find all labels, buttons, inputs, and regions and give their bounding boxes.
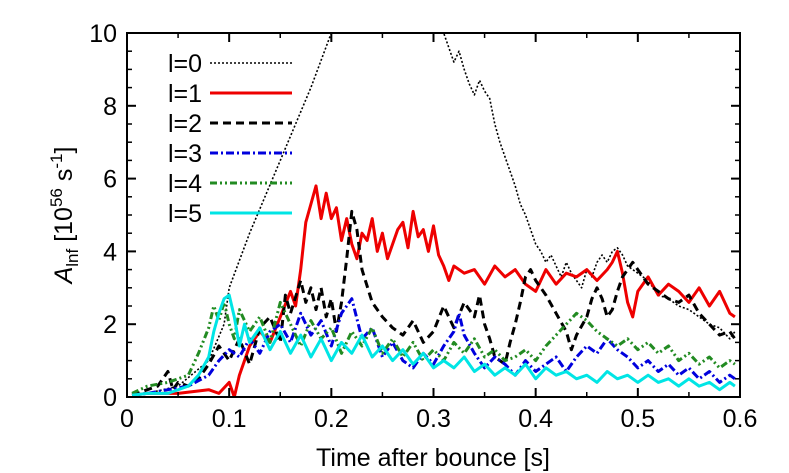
legend-label-l4: l=4 [168, 170, 202, 198]
series-line-l3 [131, 297, 736, 397]
series-line-l4 [131, 300, 736, 395]
legend-label-l2: l=2 [168, 110, 202, 138]
y-axis-label-unit-close: ] [50, 147, 78, 154]
legend-label-l0: l=0 [168, 50, 202, 78]
y-axis-label: Alnf [1056 s-1] [47, 147, 82, 286]
legend: l=0l=1l=2l=3l=4l=5 [168, 50, 292, 228]
plot-frame [126, 32, 741, 398]
y-axis-label-unit-open: [10 [50, 207, 78, 249]
x-tick-label: 0.1 [212, 405, 247, 433]
y-tick-label: 4 [103, 238, 117, 266]
x-tick-label: 0.2 [314, 405, 349, 433]
series-line-l0 [132, 33, 736, 396]
x-tick-label: 0.4 [518, 405, 553, 433]
legend-label-l5: l=5 [168, 200, 202, 228]
y-tick-label: 10 [89, 20, 117, 48]
y-tick-label: 0 [103, 384, 117, 412]
y-axis-label-subscript: lnf [63, 248, 82, 266]
y-axis-label-symbol: A [50, 267, 78, 286]
x-tick-label: 0.3 [416, 405, 451, 433]
y-axis-label-exponent-1: 56 [47, 188, 66, 207]
x-tick-label: 0 [120, 405, 134, 433]
tick-layer: 0 0.1 0.2 0.3 0.4 0.5 0.6 0 2 4 6 8 10 [89, 20, 757, 433]
series-layer [131, 33, 737, 397]
x-axis-label: Time after bounce [s] [316, 444, 550, 472]
x-tick-label: 0.5 [620, 405, 655, 433]
y-axis-label-unit-mid: s [50, 169, 78, 188]
y-tick-label: 8 [103, 93, 117, 121]
y-axis-label-exponent-2: -1 [47, 154, 66, 169]
y-tick-label: 2 [103, 311, 117, 339]
y-tick-label: 6 [103, 166, 117, 194]
series-line-l1 [131, 184, 736, 397]
legend-label-l1: l=1 [168, 80, 202, 108]
series-line-l5 [131, 293, 736, 397]
x-tick-label: 0.6 [723, 405, 758, 433]
legend-label-l3: l=3 [168, 140, 202, 168]
